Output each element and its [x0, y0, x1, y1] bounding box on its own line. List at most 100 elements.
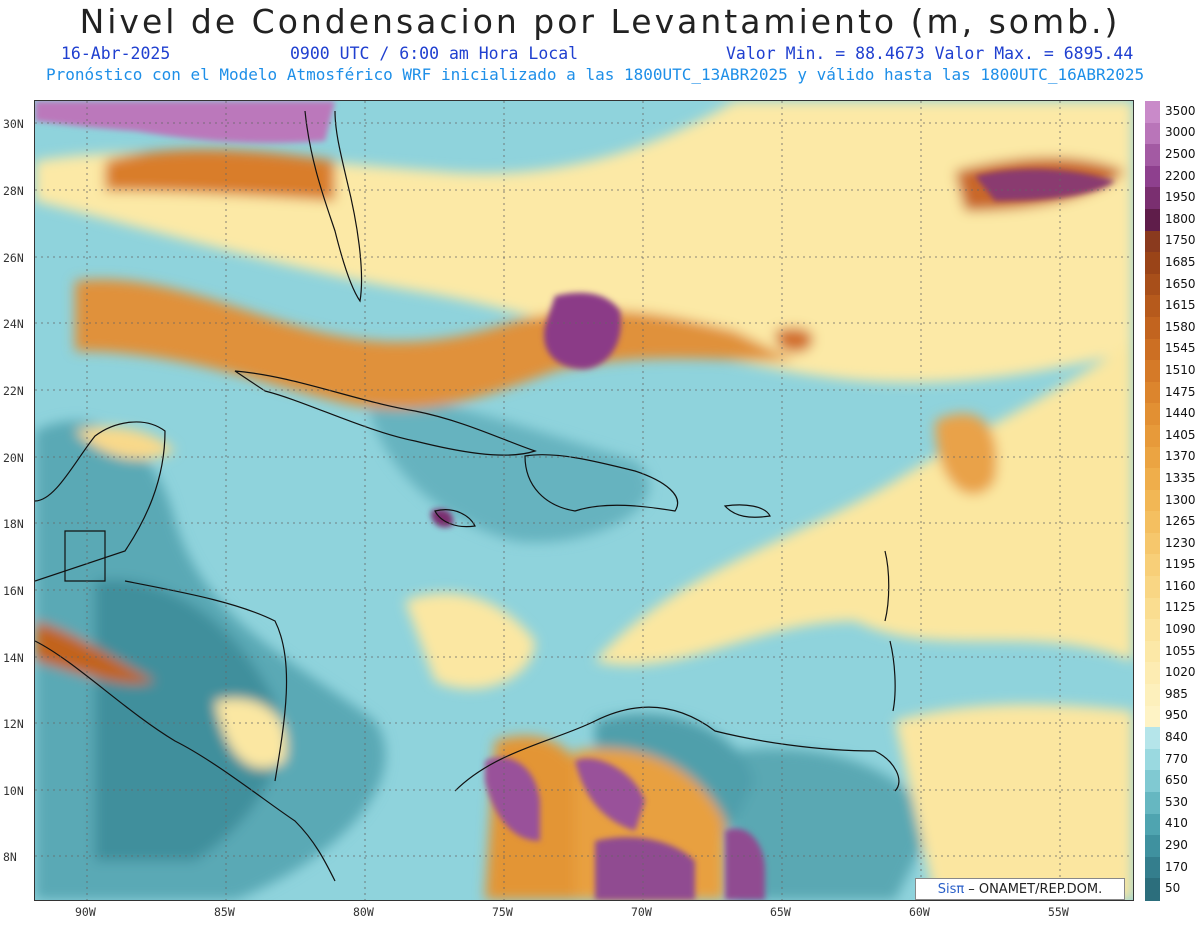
colorbar-swatch — [1145, 878, 1160, 901]
colorbar-label: 3500 — [1165, 103, 1196, 118]
colorbar-swatch — [1145, 813, 1160, 836]
lat-label: 18N — [3, 517, 24, 531]
colorbar-swatch — [1145, 748, 1160, 772]
lat-label: 10N — [3, 784, 24, 798]
colorbar-label: 650 — [1165, 773, 1188, 788]
colorbar-swatch — [1145, 338, 1160, 361]
colorbar-label: 530 — [1165, 794, 1188, 809]
colorbar-label: 2200 — [1165, 168, 1196, 183]
colorbar-swatch — [1145, 489, 1160, 512]
valid-date: 16-Abr-2025 — [61, 44, 171, 63]
colorbar-swatch — [1145, 554, 1160, 577]
credit-text: – ONAMET/REP.DOM. — [968, 881, 1103, 897]
colorbar-label: 1545 — [1165, 341, 1196, 356]
colorbar-label: 1750 — [1165, 233, 1196, 248]
colorbar-label: 290 — [1165, 838, 1188, 852]
colorbar-label: 170 — [1165, 859, 1188, 874]
colorbar-label: 950 — [1165, 708, 1188, 723]
colorbar-label: 1230 — [1165, 535, 1196, 550]
forecast-description: Pronóstico con el Modelo Atmosférico WRF… — [46, 65, 1145, 84]
lon-label: 70W — [631, 905, 652, 919]
colorbar-label: 1510 — [1165, 362, 1196, 377]
colorbar-label: 1370 — [1165, 449, 1196, 464]
colorbar — [1145, 101, 1160, 901]
colorbar-label: 1440 — [1165, 406, 1196, 421]
colorbar-label: 3000 — [1165, 125, 1196, 140]
lon-label: 85W — [214, 905, 235, 919]
lat-label: 12N — [3, 717, 24, 731]
colorbar-swatch — [1145, 576, 1160, 599]
colorbar-label: 770 — [1165, 751, 1188, 766]
lat-label: 16N — [3, 584, 24, 598]
colorbar-swatch — [1145, 770, 1160, 793]
colorbar-swatch — [1145, 835, 1160, 858]
colorbar-swatch — [1145, 684, 1160, 707]
colorbar-label: 1335 — [1165, 470, 1196, 485]
colorbar-swatch — [1145, 122, 1160, 145]
lat-label: 14N — [3, 651, 24, 665]
colorbar-swatch — [1145, 252, 1160, 275]
colorbar-label: 1405 — [1165, 427, 1196, 442]
colorbar-swatch — [1145, 230, 1160, 253]
colorbar-swatch — [1145, 165, 1160, 188]
colorbar-swatch — [1145, 511, 1160, 534]
credit-brand: Sisπ — [937, 881, 965, 897]
colorbar-swatch — [1145, 705, 1160, 728]
colorbar-label: 1090 — [1165, 622, 1196, 637]
lon-label: 75W — [492, 905, 513, 919]
colorbar-label: 1160 — [1165, 578, 1196, 593]
colorbar-swatch — [1145, 208, 1160, 232]
lon-label: 60W — [909, 905, 930, 919]
lcl-map — [34, 100, 1134, 901]
colorbar-swatch — [1145, 727, 1160, 750]
colorbar-swatch — [1145, 101, 1160, 124]
colorbar-swatch — [1145, 856, 1160, 879]
colorbar-swatch — [1145, 360, 1160, 383]
lat-label: 22N — [3, 384, 24, 398]
colorbar-label: 1650 — [1165, 276, 1196, 291]
lat-label: 24N — [3, 317, 24, 331]
valid-time: 0900 UTC / 6:00 am Hora Local — [290, 44, 579, 63]
credit-box: Sisπ – ONAMET/REP.DOM. — [915, 878, 1125, 900]
lat-label: 28N — [3, 184, 24, 198]
colorbar-label: 1125 — [1165, 600, 1196, 615]
chart-title: Nivel de Condensacion por Levantamiento … — [79, 2, 1121, 41]
colorbar-swatch — [1145, 532, 1160, 556]
colorbar-swatch — [1145, 424, 1160, 448]
lon-label: 55W — [1048, 905, 1069, 919]
colorbar-swatch — [1145, 403, 1160, 426]
colorbar-swatch — [1145, 792, 1160, 815]
colorbar-label: 1195 — [1165, 557, 1196, 572]
colorbar-swatch — [1145, 662, 1160, 685]
colorbar-label: 410 — [1165, 816, 1188, 831]
colorbar-label: 50 — [1165, 881, 1181, 896]
colorbar-swatch — [1145, 273, 1160, 296]
colorbar-label: 1265 — [1165, 514, 1196, 529]
colorbar-label: 1475 — [1165, 384, 1196, 399]
colorbar-swatch — [1145, 187, 1160, 210]
colorbar-swatch — [1145, 640, 1160, 664]
colorbar-label: 985 — [1165, 686, 1188, 701]
colorbar-swatch — [1145, 468, 1160, 491]
lat-label: 26N — [3, 251, 24, 265]
colorbar-label: 1615 — [1165, 298, 1196, 313]
lat-label: 20N — [3, 451, 24, 465]
colorbar-label: 1300 — [1165, 492, 1196, 507]
lon-label: 65W — [770, 905, 791, 919]
map-field — [35, 101, 1133, 900]
lat-label: 30N — [3, 117, 24, 131]
colorbar-label: 1800 — [1165, 211, 1196, 226]
colorbar-swatch — [1145, 144, 1160, 167]
colorbar-swatch — [1145, 619, 1160, 642]
colorbar-label: 1950 — [1165, 190, 1196, 205]
lon-label: 90W — [75, 905, 96, 919]
colorbar-swatch — [1145, 446, 1160, 469]
colorbar-label: 1020 — [1165, 665, 1196, 680]
colorbar-swatch — [1145, 597, 1160, 620]
colorbar-swatch — [1145, 316, 1160, 340]
colorbar-label: 2500 — [1165, 146, 1196, 161]
colorbar-label: 1055 — [1165, 643, 1196, 658]
lat-label: 8N — [3, 850, 17, 864]
lon-label: 80W — [353, 905, 374, 919]
min-max-values: Valor Min. = 88.4673 Valor Max. = 6895.4… — [726, 44, 1134, 63]
